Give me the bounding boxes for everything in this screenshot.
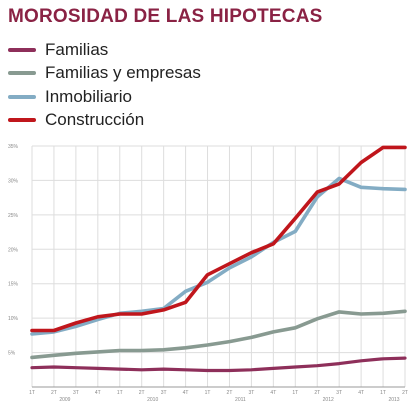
legend-swatch-familias: [8, 47, 36, 52]
x-year-label: 2009: [59, 397, 70, 403]
x-tick-label: 1T: [380, 390, 386, 396]
x-tick-label: 1T: [292, 390, 298, 396]
legend-swatch-familias-y-empresas: [8, 71, 36, 76]
x-tick-label: 1T: [117, 390, 123, 396]
x-tick-label: 4T: [358, 390, 364, 396]
x-tick-label: 1T: [29, 390, 35, 396]
x-tick-label: 3T: [73, 390, 79, 396]
x-year-label: 2012: [323, 397, 334, 403]
legend-label-construccion: Construcción: [45, 110, 145, 130]
x-tick-label: 2T: [227, 390, 233, 396]
series-line-familias-y-empresas: [30, 309, 407, 360]
y-tick-label: 15%: [8, 282, 19, 288]
y-tick-label: 35%: [8, 144, 19, 150]
x-tick-label: 1T: [205, 390, 211, 396]
x-tick-label: 3T: [161, 390, 167, 396]
legend-swatch-inmobiliario: [8, 94, 36, 99]
x-tick-label: 4T: [183, 390, 189, 396]
x-year-label: 2010: [147, 397, 158, 403]
x-tick-label: 3T: [248, 390, 254, 396]
series-line-construccion: [30, 145, 407, 333]
legend-label-familias: Familias: [45, 39, 109, 59]
x-tick-label: 2T: [314, 390, 320, 396]
x-tick-label: 2T: [51, 390, 57, 396]
chart-title: MOROSIDAD DE LAS HIPOTECAS: [8, 6, 323, 27]
y-tick-label: 5%: [8, 351, 16, 357]
legend: Familias Familias y empresas Inmobiliari…: [8, 38, 201, 132]
legend-label-familias-y-empresas: Familias y empresas: [45, 63, 201, 83]
legend-item-familias: Familias: [8, 38, 201, 62]
legend-item-construccion: Construcción: [8, 109, 201, 133]
legend-item-inmobiliario: Inmobiliario: [8, 85, 201, 109]
y-tick-label: 30%: [8, 178, 19, 184]
y-tick-label: 10%: [8, 316, 19, 322]
x-tick-label: 3T: [336, 390, 342, 396]
x-tick-label: 2T: [139, 390, 145, 396]
x-tick-label: 2T: [402, 390, 408, 396]
legend-item-familias-y-empresas: Familias y empresas: [8, 62, 201, 86]
y-tick-label: 25%: [8, 213, 19, 219]
x-year-label: 2013: [388, 397, 399, 403]
x-tick-label: 4T: [95, 390, 101, 396]
series-line-inmobiliario: [30, 176, 407, 336]
y-tick-label: 20%: [8, 247, 19, 253]
series-line-familias: [30, 356, 407, 373]
x-year-label: 2011: [235, 397, 246, 403]
legend-label-inmobiliario: Inmobiliario: [45, 86, 132, 106]
x-tick-label: 4T: [270, 390, 276, 396]
legend-swatch-construccion: [8, 118, 36, 123]
